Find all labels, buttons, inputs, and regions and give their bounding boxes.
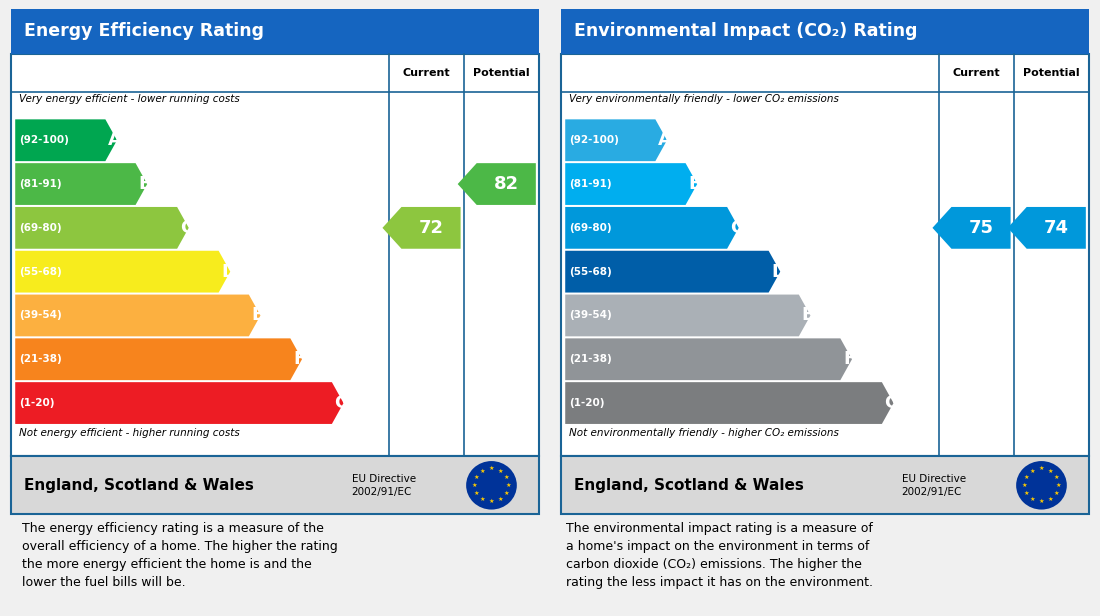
Text: ★: ★ <box>504 491 509 496</box>
Bar <box>11 456 539 514</box>
Polygon shape <box>15 294 261 336</box>
Text: A: A <box>658 131 672 149</box>
Text: The environmental impact rating is a measure of
a home's impact on the environme: The environmental impact rating is a mea… <box>566 522 873 590</box>
Text: ★: ★ <box>1047 497 1053 502</box>
Text: ★: ★ <box>1038 466 1044 471</box>
Text: F: F <box>293 351 306 368</box>
Text: F: F <box>843 351 856 368</box>
Text: (55-68): (55-68) <box>569 267 612 277</box>
Text: 74: 74 <box>1044 219 1069 237</box>
Text: ★: ★ <box>1056 483 1062 488</box>
Text: E: E <box>252 306 264 325</box>
Polygon shape <box>933 207 1011 249</box>
Bar <box>11 9 539 54</box>
Text: The energy efficiency rating is a measure of the
overall efficiency of a home. T: The energy efficiency rating is a measur… <box>22 522 338 590</box>
Text: (55-68): (55-68) <box>19 267 62 277</box>
Text: Energy Efficiency Rating: Energy Efficiency Rating <box>24 22 264 41</box>
Text: (1-20): (1-20) <box>569 398 604 408</box>
Text: Potential: Potential <box>1023 68 1080 78</box>
Polygon shape <box>565 294 811 336</box>
Circle shape <box>466 461 517 509</box>
Text: B: B <box>139 175 152 193</box>
Polygon shape <box>565 163 697 205</box>
Text: EU Directive
2002/91/EC: EU Directive 2002/91/EC <box>352 474 416 497</box>
Text: (81-91): (81-91) <box>569 179 612 189</box>
Text: Not environmentally friendly - higher CO₂ emissions: Not environmentally friendly - higher CO… <box>569 429 839 439</box>
Text: A: A <box>108 131 122 149</box>
Text: Very energy efficient - lower running costs: Very energy efficient - lower running co… <box>19 94 240 104</box>
Bar <box>561 456 1089 514</box>
Text: ★: ★ <box>474 491 480 496</box>
Text: ★: ★ <box>1024 474 1030 480</box>
Text: ★: ★ <box>488 500 494 505</box>
Text: (92-100): (92-100) <box>19 136 69 145</box>
Text: (81-91): (81-91) <box>19 179 62 189</box>
Polygon shape <box>565 251 780 293</box>
Polygon shape <box>565 207 739 249</box>
Text: D: D <box>771 262 786 281</box>
Text: G: G <box>884 394 900 412</box>
Polygon shape <box>15 163 147 205</box>
Bar <box>561 9 1089 54</box>
Polygon shape <box>565 382 893 424</box>
Text: ★: ★ <box>1024 491 1030 496</box>
Text: England, Scotland & Wales: England, Scotland & Wales <box>24 478 254 493</box>
Text: (21-38): (21-38) <box>569 354 612 364</box>
Polygon shape <box>458 163 536 205</box>
Text: C: C <box>729 219 743 237</box>
Text: Environmental Impact (CO₂) Rating: Environmental Impact (CO₂) Rating <box>574 22 917 41</box>
Text: (21-38): (21-38) <box>19 354 62 364</box>
Text: ★: ★ <box>506 483 512 488</box>
Text: (39-54): (39-54) <box>569 310 612 320</box>
Polygon shape <box>383 207 461 249</box>
Text: ★: ★ <box>488 466 494 471</box>
Text: ★: ★ <box>472 483 477 488</box>
Text: ★: ★ <box>480 497 486 502</box>
Polygon shape <box>565 120 667 161</box>
Polygon shape <box>15 207 189 249</box>
Polygon shape <box>15 382 343 424</box>
Text: ★: ★ <box>1030 497 1036 502</box>
Text: C: C <box>179 219 192 237</box>
Text: ★: ★ <box>1030 469 1036 474</box>
Text: (92-100): (92-100) <box>569 136 619 145</box>
Bar <box>561 54 1089 456</box>
Text: ★: ★ <box>1022 483 1027 488</box>
Text: ★: ★ <box>1054 474 1059 480</box>
Text: ★: ★ <box>480 469 486 474</box>
Text: England, Scotland & Wales: England, Scotland & Wales <box>574 478 804 493</box>
Polygon shape <box>565 338 852 380</box>
Text: B: B <box>689 175 702 193</box>
Text: Very environmentally friendly - lower CO₂ emissions: Very environmentally friendly - lower CO… <box>569 94 839 104</box>
Polygon shape <box>15 120 117 161</box>
Text: ★: ★ <box>497 497 503 502</box>
Text: 75: 75 <box>968 219 993 237</box>
Text: ★: ★ <box>504 474 509 480</box>
Text: ★: ★ <box>1054 491 1059 496</box>
Text: ★: ★ <box>1038 500 1044 505</box>
Text: E: E <box>802 306 814 325</box>
Text: (1-20): (1-20) <box>19 398 54 408</box>
Text: ★: ★ <box>474 474 480 480</box>
Polygon shape <box>15 251 230 293</box>
Text: ★: ★ <box>497 469 503 474</box>
Text: (69-80): (69-80) <box>569 223 612 233</box>
Text: ★: ★ <box>1047 469 1053 474</box>
Circle shape <box>1016 461 1067 509</box>
Polygon shape <box>1008 207 1086 249</box>
Text: (39-54): (39-54) <box>19 310 62 320</box>
Text: Potential: Potential <box>473 68 530 78</box>
Text: Current: Current <box>403 68 450 78</box>
Text: EU Directive
2002/91/EC: EU Directive 2002/91/EC <box>902 474 966 497</box>
Text: 72: 72 <box>418 219 443 237</box>
Bar <box>11 54 539 456</box>
Text: Current: Current <box>953 68 1000 78</box>
Text: (69-80): (69-80) <box>19 223 62 233</box>
Text: D: D <box>221 262 236 281</box>
Polygon shape <box>15 338 302 380</box>
Text: Not energy efficient - higher running costs: Not energy efficient - higher running co… <box>19 429 240 439</box>
Text: G: G <box>334 394 350 412</box>
Text: 82: 82 <box>494 175 519 193</box>
